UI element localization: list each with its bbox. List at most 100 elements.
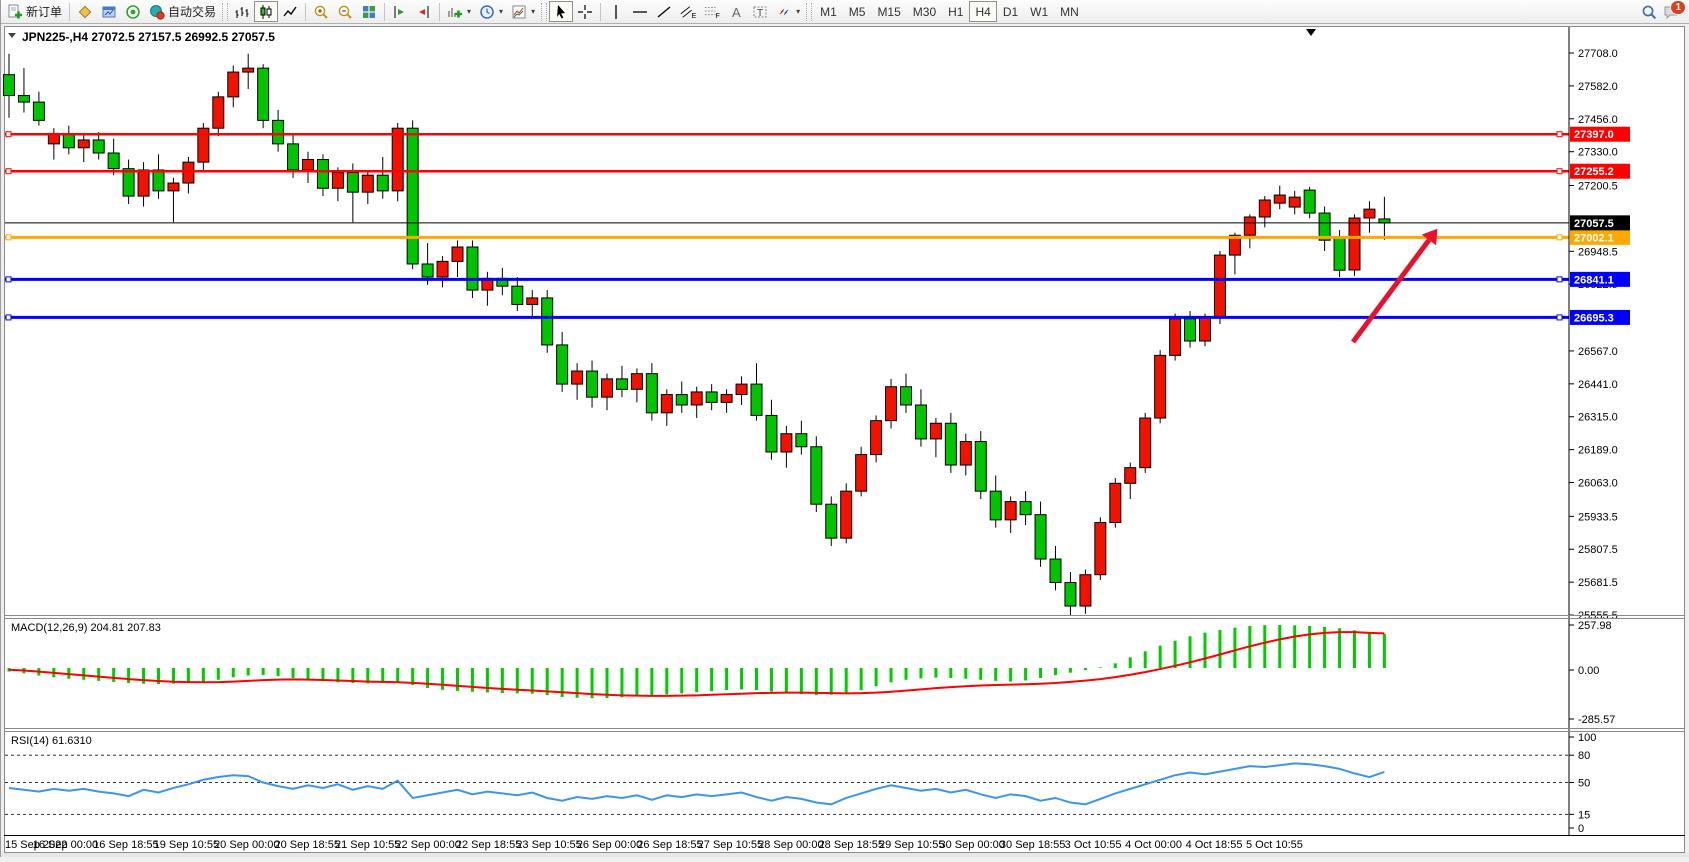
date-label: 16 Sep 18:55 [93, 839, 158, 851]
tile-windows-icon [363, 5, 376, 18]
text-tool-button[interactable]: A [724, 1, 748, 22]
profiles-icon [78, 5, 92, 18]
date-label: 19 Sep 10:55 [154, 839, 219, 851]
text-label-tool-button[interactable]: T [748, 1, 772, 22]
dropdown-caret: ▾ [531, 7, 536, 16]
rsi-scale-label: 15 [1578, 809, 1590, 821]
candlestick-series [3, 53, 1391, 616]
timeframe-button-w1[interactable]: W1 [1024, 1, 1054, 22]
date-label: 4 Oct 18:55 [1186, 839, 1243, 851]
dropdown-caret: ▾ [467, 7, 472, 16]
search-icon[interactable] [1641, 4, 1657, 20]
candlestick-chart-button[interactable] [254, 1, 279, 22]
new-chart-button[interactable] [97, 1, 121, 22]
svg-text:26841.1: 26841.1 [1574, 274, 1614, 286]
toolbar-grip [541, 2, 548, 21]
macd-scale-label: -285.57 [1578, 714, 1615, 726]
arrows-tool-button[interactable]: ▾ [772, 1, 804, 22]
hline-object-27002.1[interactable] [5, 234, 1569, 241]
indicators-button[interactable]: ▾ [443, 1, 475, 22]
autotrading-button[interactable]: 自动交易 [145, 1, 220, 22]
profiles-button[interactable] [73, 1, 97, 22]
svg-text:27057.5: 27057.5 [1574, 218, 1614, 230]
bar-chart-button[interactable] [230, 1, 254, 22]
new-order-button[interactable]: 新订单 [3, 1, 66, 22]
timeframe-button-m5[interactable]: M5 [843, 1, 872, 22]
price-tick-label: 25681.5 [1578, 577, 1618, 589]
new-order-icon [8, 4, 22, 18]
vertical-line-tool-button[interactable] [604, 1, 628, 22]
timeframe-button-m1[interactable]: M1 [814, 1, 843, 22]
rsi-line [8, 762, 1385, 806]
line-chart-button[interactable] [278, 1, 302, 22]
crosshair-tool-button[interactable] [573, 1, 597, 22]
timeframe-button-mn[interactable]: MN [1054, 1, 1085, 22]
macd-histogram [7, 624, 1386, 699]
date-label: 20 Sep 00:00 [214, 839, 279, 851]
svg-text:27002.1: 27002.1 [1574, 232, 1614, 244]
cursor-tool-button[interactable] [549, 1, 574, 22]
date-label: 23 Sep 10:55 [516, 839, 581, 851]
templates-button[interactable]: ▾ [507, 1, 539, 22]
candlestick-chart-icon [260, 4, 272, 19]
zoom-in-button[interactable] [309, 1, 333, 22]
horizontal-line-tool-button[interactable] [628, 1, 652, 22]
price-tick-label: 25555.5 [1578, 610, 1618, 622]
fibonacci-tool-button[interactable]: F [700, 1, 724, 22]
hline-object-27397.0[interactable] [5, 131, 1569, 138]
hline-object-26695.3[interactable] [5, 314, 1569, 321]
chart-shift-icon [419, 5, 429, 18]
hline-object-27255.2[interactable] [5, 168, 1569, 175]
tile-windows-button[interactable] [357, 1, 381, 22]
svg-text:A: A [732, 5, 741, 20]
date-label: 26 Sep 18:55 [637, 839, 702, 851]
equidistant-channel-icon: E [680, 5, 696, 20]
macd-signal-line [8, 631, 1385, 697]
trendline-icon [657, 6, 671, 17]
text-label-icon: T [753, 6, 767, 19]
date-label: 22 Sep 18:55 [456, 839, 521, 851]
price-tick-label: 26189.0 [1578, 445, 1618, 457]
chart-shift-marker[interactable] [1306, 29, 1316, 36]
hline-object-26841.1[interactable] [5, 276, 1569, 283]
cursor-icon [557, 4, 566, 18]
auto-scroll-button[interactable] [388, 1, 412, 22]
bar-chart-icon [235, 6, 249, 18]
indicators-icon [448, 7, 463, 17]
date-label: 16 Sep 00:00 [33, 839, 98, 851]
periods-button[interactable]: ▾ [475, 1, 507, 22]
macd-scale-label: 0.00 [1578, 665, 1599, 677]
rsi-scale-label: 50 [1578, 778, 1590, 790]
price-badge-27057.5: 27057.5 [1570, 215, 1630, 231]
trendline-tool-button[interactable] [652, 1, 676, 22]
timeframe-button-h1[interactable]: H1 [942, 1, 969, 22]
date-label: 21 Sep 10:55 [335, 839, 400, 851]
separator [305, 2, 307, 21]
timeframe-button-d1[interactable]: D1 [997, 1, 1024, 22]
zoom-out-button[interactable] [333, 1, 357, 22]
chart-shift-button[interactable] [412, 1, 436, 22]
timeframe-button-m15[interactable]: M15 [871, 1, 906, 22]
channel-tool-button[interactable]: E [676, 1, 700, 22]
crosshair-icon [578, 4, 593, 19]
date-label: 22 Sep 00:00 [395, 839, 460, 851]
rsi-label: RSI(14) 61.6310 [11, 735, 92, 747]
price-badge-27255.2: 27255.2 [1570, 163, 1630, 179]
symbol-dropdown-icon[interactable] [8, 33, 16, 38]
date-label: 15 Sep 2022 [5, 839, 67, 851]
price-axis[interactable]: 27708.0 27582.0 27456.0 27330.0 27200.5 26948… [1568, 27, 1630, 835]
date-label: 30 Sep 00:00 [939, 839, 1004, 851]
price-badge-26841.1: 26841.1 [1570, 271, 1630, 287]
date-label: 3 Oct 10:55 [1065, 839, 1122, 851]
notifications-button[interactable]: 1 [1663, 0, 1686, 20]
timeframe-button-h4[interactable]: H4 [969, 1, 997, 22]
timeframe-button-m30[interactable]: M30 [907, 1, 942, 22]
rsi-scale-label: 80 [1578, 750, 1590, 762]
trend-arrow-object[interactable] [1350, 228, 1438, 344]
market-watch-button[interactable] [121, 1, 145, 22]
date-label: 27 Sep 10:55 [698, 839, 763, 851]
toolbar-grip [222, 2, 229, 21]
